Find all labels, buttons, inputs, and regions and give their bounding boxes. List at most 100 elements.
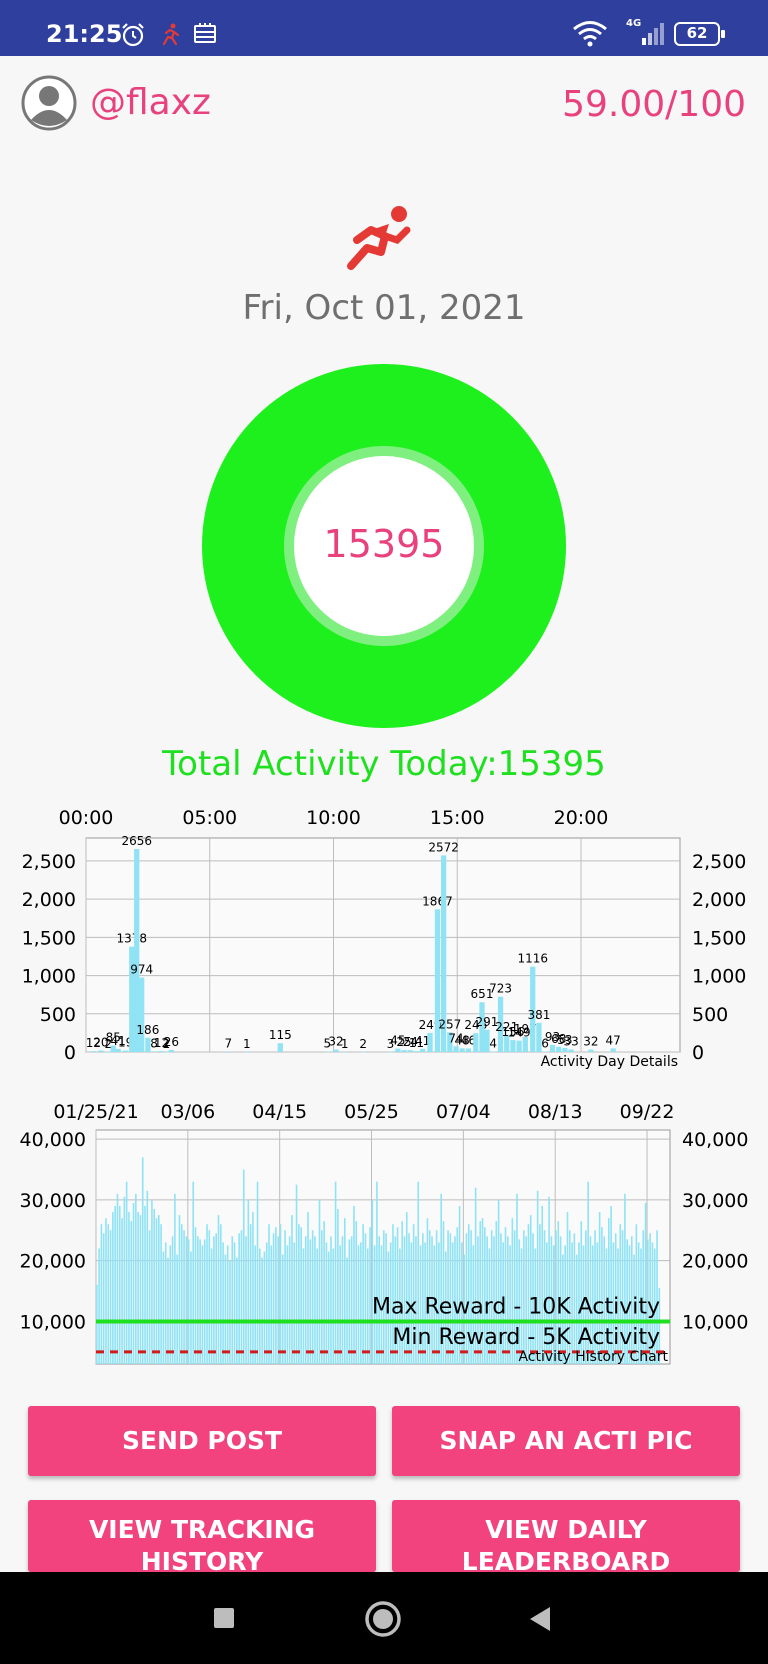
home-icon[interactable]	[364, 1600, 402, 1638]
day-bar-label: 7	[224, 1036, 232, 1050]
day-bar	[360, 1051, 366, 1053]
day-bar	[473, 1033, 479, 1052]
day-bar	[151, 1051, 157, 1052]
history-y-tick-right: 20,000	[682, 1251, 748, 1273]
history-bar	[394, 1236, 397, 1364]
history-bar	[105, 1218, 107, 1364]
history-bar	[658, 1288, 661, 1364]
history-bar	[187, 1239, 190, 1364]
history-bar	[203, 1239, 206, 1364]
history-bar	[275, 1227, 277, 1364]
day-bar-label: 33	[563, 1034, 578, 1048]
day-bar	[465, 1048, 472, 1052]
network-type: 4G	[626, 18, 642, 29]
history-bar	[353, 1205, 355, 1364]
history-bar	[539, 1224, 541, 1364]
history-bar	[647, 1239, 649, 1364]
history-bar	[339, 1245, 341, 1364]
history-bar	[300, 1227, 302, 1364]
history-bar	[484, 1227, 486, 1364]
history-bar	[240, 1230, 243, 1364]
history-bar	[548, 1196, 550, 1364]
day-bar	[562, 1047, 568, 1052]
history-bar	[428, 1230, 431, 1364]
max-reward-label: Max Reward - 10K Activity	[372, 1294, 660, 1319]
history-bar	[100, 1224, 103, 1364]
recents-icon[interactable]	[214, 1608, 234, 1628]
history-bar	[96, 1284, 98, 1364]
username[interactable]: @flaxz	[90, 82, 211, 123]
day-bar	[490, 1051, 496, 1053]
history-bar	[481, 1218, 484, 1364]
history-x-tick: 04/15	[252, 1101, 307, 1123]
score-value: 59.00/100	[562, 84, 746, 125]
view-tracking-history-button[interactable]: VIEW TRACKING HISTORY	[28, 1500, 376, 1572]
day-bar	[447, 1032, 453, 1052]
history-bar	[486, 1236, 488, 1364]
view-daily-leaderboard-button[interactable]: VIEW DAILY LEADERBOARD	[392, 1500, 740, 1572]
day-bar	[105, 1051, 111, 1053]
running-icon	[162, 23, 180, 46]
history-bar	[603, 1236, 606, 1364]
back-icon[interactable]	[528, 1606, 552, 1632]
history-bar	[649, 1233, 651, 1364]
history-bar	[387, 1251, 390, 1364]
day-bar	[122, 1050, 129, 1052]
history-bar	[263, 1251, 266, 1364]
day-bar	[342, 1051, 348, 1053]
history-bar	[197, 1236, 199, 1364]
history-bar	[304, 1236, 307, 1364]
day-bar-label: 46	[461, 1033, 476, 1047]
history-bar	[164, 1242, 167, 1364]
profile-header: @flaxz 59.00/100	[0, 56, 768, 156]
history-bar	[392, 1224, 394, 1364]
day-x-tick: 15:00	[430, 807, 485, 829]
history-bar	[167, 1257, 169, 1364]
day-bar-label: 2572	[428, 840, 459, 854]
history-bar	[617, 1248, 619, 1364]
day-bar-label: 41	[415, 1034, 430, 1048]
day-bar	[98, 1050, 104, 1052]
history-bar	[612, 1242, 615, 1364]
day-bar-label: 4	[489, 1037, 497, 1051]
ring-value: 15395	[323, 522, 445, 566]
snap-pic-button[interactable]: SNAP AN ACTI PIC	[392, 1406, 740, 1476]
history-bar	[272, 1233, 275, 1364]
history-bar	[559, 1236, 562, 1364]
history-bar	[440, 1193, 443, 1364]
history-bar	[109, 1230, 112, 1364]
history-bar	[357, 1245, 360, 1364]
day-bar	[158, 1051, 165, 1052]
day-bar-label: 723	[489, 982, 512, 996]
day-bar	[479, 1002, 485, 1052]
history-bar	[137, 1212, 139, 1364]
send-post-button[interactable]: SEND POST	[28, 1406, 376, 1476]
day-bar-label: 291	[475, 1015, 498, 1029]
history-bar	[571, 1242, 573, 1364]
history-bar	[157, 1215, 160, 1364]
history-bar	[254, 1245, 257, 1364]
min-reward-label: Min Reward - 5K Activity	[392, 1325, 660, 1350]
history-bar	[224, 1254, 227, 1364]
history-bar	[380, 1245, 383, 1364]
history-bar	[454, 1236, 456, 1364]
day-bar	[453, 1046, 459, 1052]
history-bar	[601, 1227, 603, 1364]
history-bar	[619, 1224, 622, 1364]
history-bar	[102, 1233, 105, 1364]
history-bar	[217, 1215, 220, 1364]
day-y-tick-left: 0	[64, 1042, 76, 1064]
history-x-tick: 07/04	[436, 1101, 491, 1123]
day-bar	[401, 1050, 407, 1052]
history-bar	[628, 1245, 631, 1364]
day-y-tick-right: 500	[692, 1004, 728, 1026]
avatar-icon[interactable]	[20, 74, 78, 132]
history-bar	[527, 1224, 530, 1364]
activity-history-chart: 10,000 10,000 20,000 20,000 30,000 30,000 40,0…	[0, 1096, 768, 1368]
history-bar	[321, 1230, 323, 1364]
history-bar	[626, 1239, 628, 1364]
history-bar	[525, 1236, 527, 1364]
history-y-tick-left: 20,000	[20, 1251, 86, 1273]
day-bar	[115, 1048, 121, 1052]
history-bar	[598, 1212, 601, 1364]
